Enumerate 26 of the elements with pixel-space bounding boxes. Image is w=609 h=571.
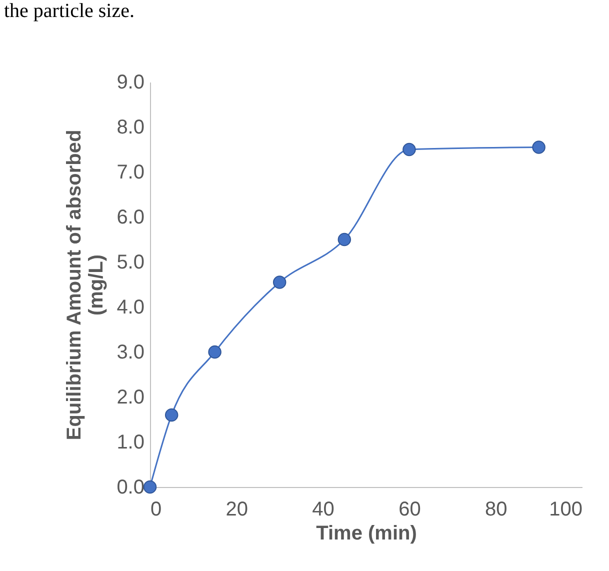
x-axis-title: Time (min): [316, 522, 417, 544]
y-tick-label: 2.0: [116, 386, 144, 408]
point: [143, 480, 157, 494]
x-tick-label: 40: [312, 498, 334, 520]
point: [402, 142, 416, 156]
y-tick-label: 1.0: [116, 432, 144, 454]
y-tick-label: 6.0: [116, 206, 144, 228]
y-tick-label: 4.0: [116, 296, 144, 318]
y-tick-label: 9.0: [116, 72, 144, 94]
text: the particle size.: [3, 0, 136, 22]
y-tick-label: 0.0: [116, 476, 144, 498]
y-tick-label: 8.0: [116, 116, 144, 138]
y-axis-title: Equilibrium Amount of absorbed (mg/L): [64, 130, 108, 440]
x-tick-label: 60: [398, 498, 421, 520]
point: [164, 408, 178, 422]
x-tick-label: 80: [484, 498, 508, 520]
x-tick-label: 20: [226, 498, 248, 520]
x-tick-label: 100: [549, 498, 582, 520]
point: [532, 140, 546, 154]
y-tick-label: 7.0: [116, 162, 144, 184]
point: [338, 232, 352, 246]
y-tick-label: 3.0: [116, 342, 144, 364]
point: [208, 345, 222, 359]
point: [272, 276, 286, 289]
x-tick-label: 0: [150, 498, 162, 520]
y-tick-label: 5.0: [116, 252, 144, 274]
